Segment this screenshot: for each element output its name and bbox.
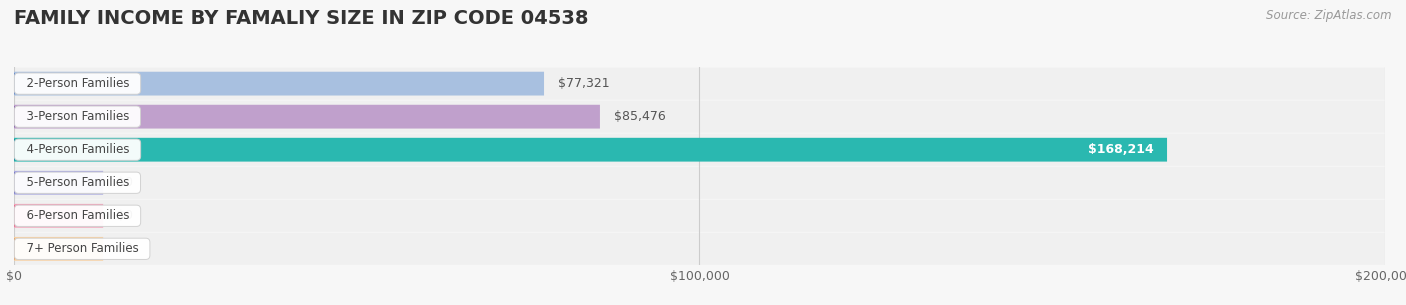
FancyBboxPatch shape: [14, 200, 1385, 232]
FancyBboxPatch shape: [14, 134, 1385, 166]
FancyBboxPatch shape: [14, 171, 103, 195]
Text: 2-Person Families: 2-Person Families: [18, 77, 136, 90]
FancyBboxPatch shape: [14, 72, 544, 95]
Text: 5-Person Families: 5-Person Families: [18, 176, 136, 189]
Text: 3-Person Families: 3-Person Families: [18, 110, 136, 123]
Text: 6-Person Families: 6-Person Families: [18, 209, 136, 222]
Text: $0: $0: [117, 242, 134, 255]
FancyBboxPatch shape: [14, 237, 103, 261]
Text: $168,214: $168,214: [1088, 143, 1153, 156]
Text: 7+ Person Families: 7+ Person Families: [18, 242, 146, 255]
Text: 4-Person Families: 4-Person Families: [18, 143, 136, 156]
FancyBboxPatch shape: [14, 204, 103, 228]
FancyBboxPatch shape: [14, 101, 1385, 133]
FancyBboxPatch shape: [14, 105, 600, 129]
Text: $85,476: $85,476: [613, 110, 665, 123]
FancyBboxPatch shape: [14, 233, 1385, 265]
Text: Source: ZipAtlas.com: Source: ZipAtlas.com: [1267, 9, 1392, 22]
FancyBboxPatch shape: [14, 167, 1385, 199]
FancyBboxPatch shape: [14, 68, 1385, 100]
FancyBboxPatch shape: [14, 138, 1167, 162]
Text: $0: $0: [117, 209, 134, 222]
Text: $0: $0: [117, 176, 134, 189]
Text: $77,321: $77,321: [558, 77, 609, 90]
Text: FAMILY INCOME BY FAMALIY SIZE IN ZIP CODE 04538: FAMILY INCOME BY FAMALIY SIZE IN ZIP COD…: [14, 9, 589, 28]
